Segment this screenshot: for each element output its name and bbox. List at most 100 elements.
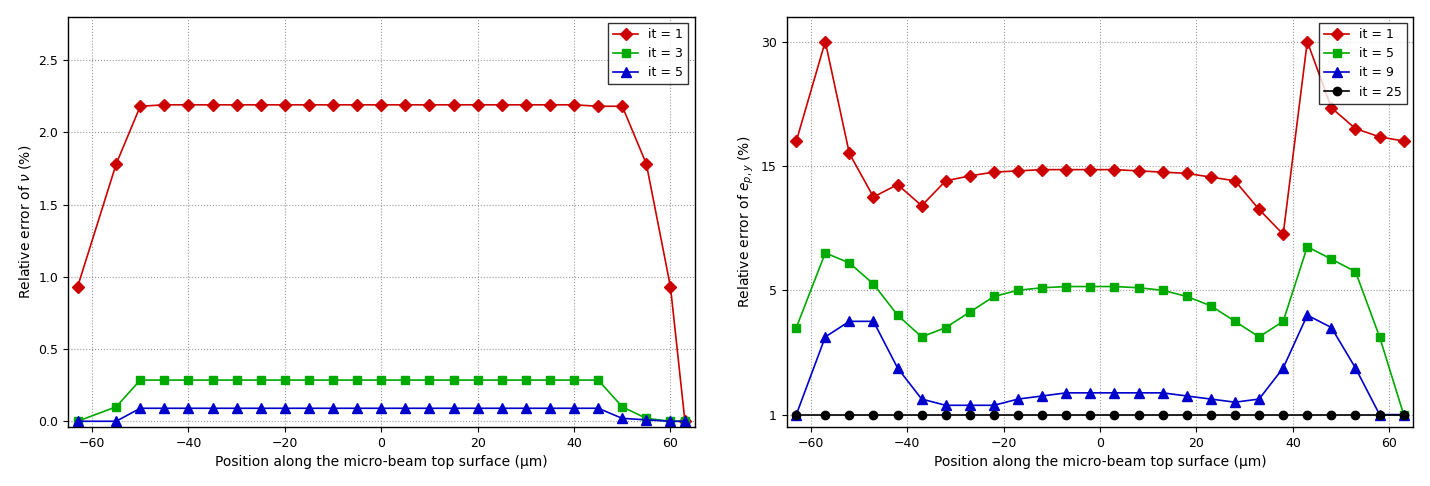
it = 9 [841, 318, 858, 324]
it = 9 [1154, 390, 1171, 396]
it = 3 [107, 404, 124, 410]
it = 5 [788, 325, 805, 330]
it = 9 [889, 365, 907, 371]
it = 5 [841, 260, 858, 266]
it = 5 [325, 405, 342, 411]
it = 1 [1298, 38, 1316, 44]
it = 9 [1323, 325, 1340, 330]
it = 9 [937, 402, 954, 408]
it = 9 [1250, 396, 1267, 402]
it = 5 [889, 312, 907, 318]
it = 3 [662, 418, 679, 424]
it = 3 [276, 377, 293, 383]
it = 25 [865, 412, 882, 417]
it = 9 [1083, 390, 1100, 396]
it = 9 [1227, 399, 1244, 405]
it = 25 [1105, 412, 1123, 417]
it = 5 [662, 418, 679, 424]
it = 25 [1154, 412, 1171, 417]
it = 5 [1250, 334, 1267, 340]
it = 1 [638, 161, 655, 167]
it = 1 [1154, 169, 1171, 175]
it = 9 [914, 396, 931, 402]
it = 5 [1154, 287, 1171, 293]
it = 3 [589, 377, 606, 383]
it = 9 [1058, 390, 1075, 396]
it = 25 [937, 412, 954, 417]
it = 5 [542, 405, 559, 411]
Line: it = 25: it = 25 [792, 411, 1409, 419]
Legend: it = 1, it = 5, it = 9, it = 25: it = 1, it = 5, it = 9, it = 25 [1320, 23, 1407, 104]
it = 1 [1274, 231, 1291, 237]
it = 1 [276, 102, 293, 108]
it = 25 [1034, 412, 1051, 417]
Y-axis label: Relative error of $\nu$ (%): Relative error of $\nu$ (%) [17, 145, 33, 299]
it = 9 [1034, 393, 1051, 399]
it = 3 [132, 377, 149, 383]
it = 1 [589, 104, 606, 109]
it = 1 [373, 102, 390, 108]
it = 3 [325, 377, 342, 383]
it = 9 [1203, 396, 1220, 402]
it = 3 [565, 377, 582, 383]
it = 5 [1058, 284, 1075, 290]
it = 1 [662, 284, 679, 290]
it = 25 [1298, 412, 1316, 417]
it = 3 [349, 377, 366, 383]
it = 25 [889, 412, 907, 417]
it = 5 [373, 405, 390, 411]
it = 5 [1083, 284, 1100, 290]
it = 5 [1347, 269, 1364, 275]
it = 1 [1083, 167, 1100, 173]
it = 25 [817, 412, 834, 417]
it = 1 [1178, 171, 1195, 176]
it = 1 [300, 102, 317, 108]
it = 5 [937, 325, 954, 330]
it = 3 [204, 377, 222, 383]
it = 1 [493, 102, 511, 108]
it = 3 [420, 377, 438, 383]
it = 5 [518, 405, 535, 411]
it = 5 [107, 418, 124, 424]
it = 25 [841, 412, 858, 417]
it = 5 [589, 405, 606, 411]
it = 5 [985, 294, 1002, 299]
it = 9 [788, 412, 805, 417]
it = 5 [865, 281, 882, 287]
it = 25 [788, 412, 805, 417]
it = 5 [180, 405, 197, 411]
it = 1 [1227, 178, 1244, 184]
it = 5 [1105, 284, 1123, 290]
it = 3 [613, 404, 631, 410]
it = 3 [676, 418, 694, 424]
it = 1 [1250, 207, 1267, 212]
it = 5 [817, 250, 834, 256]
X-axis label: Position along the micro-beam top surface (μm): Position along the micro-beam top surfac… [934, 455, 1267, 469]
X-axis label: Position along the micro-beam top surface (μm): Position along the micro-beam top surfac… [214, 455, 548, 469]
it = 1 [985, 169, 1002, 175]
it = 3 [493, 377, 511, 383]
it = 5 [1227, 318, 1244, 324]
it = 1 [325, 102, 342, 108]
it = 5 [638, 417, 655, 423]
it = 1 [788, 138, 805, 144]
it = 1 [180, 102, 197, 108]
it = 5 [1298, 244, 1316, 250]
it = 25 [985, 412, 1002, 417]
it = 1 [107, 161, 124, 167]
it = 1 [676, 418, 694, 424]
it = 9 [1347, 365, 1364, 371]
it = 1 [865, 194, 882, 200]
it = 9 [961, 402, 978, 408]
it = 5 [300, 405, 317, 411]
Line: it = 1: it = 1 [73, 101, 689, 425]
it = 5 [69, 418, 86, 424]
it = 9 [1010, 396, 1027, 402]
it = 1 [252, 102, 269, 108]
it = 9 [865, 318, 882, 324]
it = 1 [565, 102, 582, 108]
it = 5 [132, 405, 149, 411]
it = 5 [1323, 256, 1340, 262]
it = 1 [613, 104, 631, 109]
it = 25 [1178, 412, 1195, 417]
